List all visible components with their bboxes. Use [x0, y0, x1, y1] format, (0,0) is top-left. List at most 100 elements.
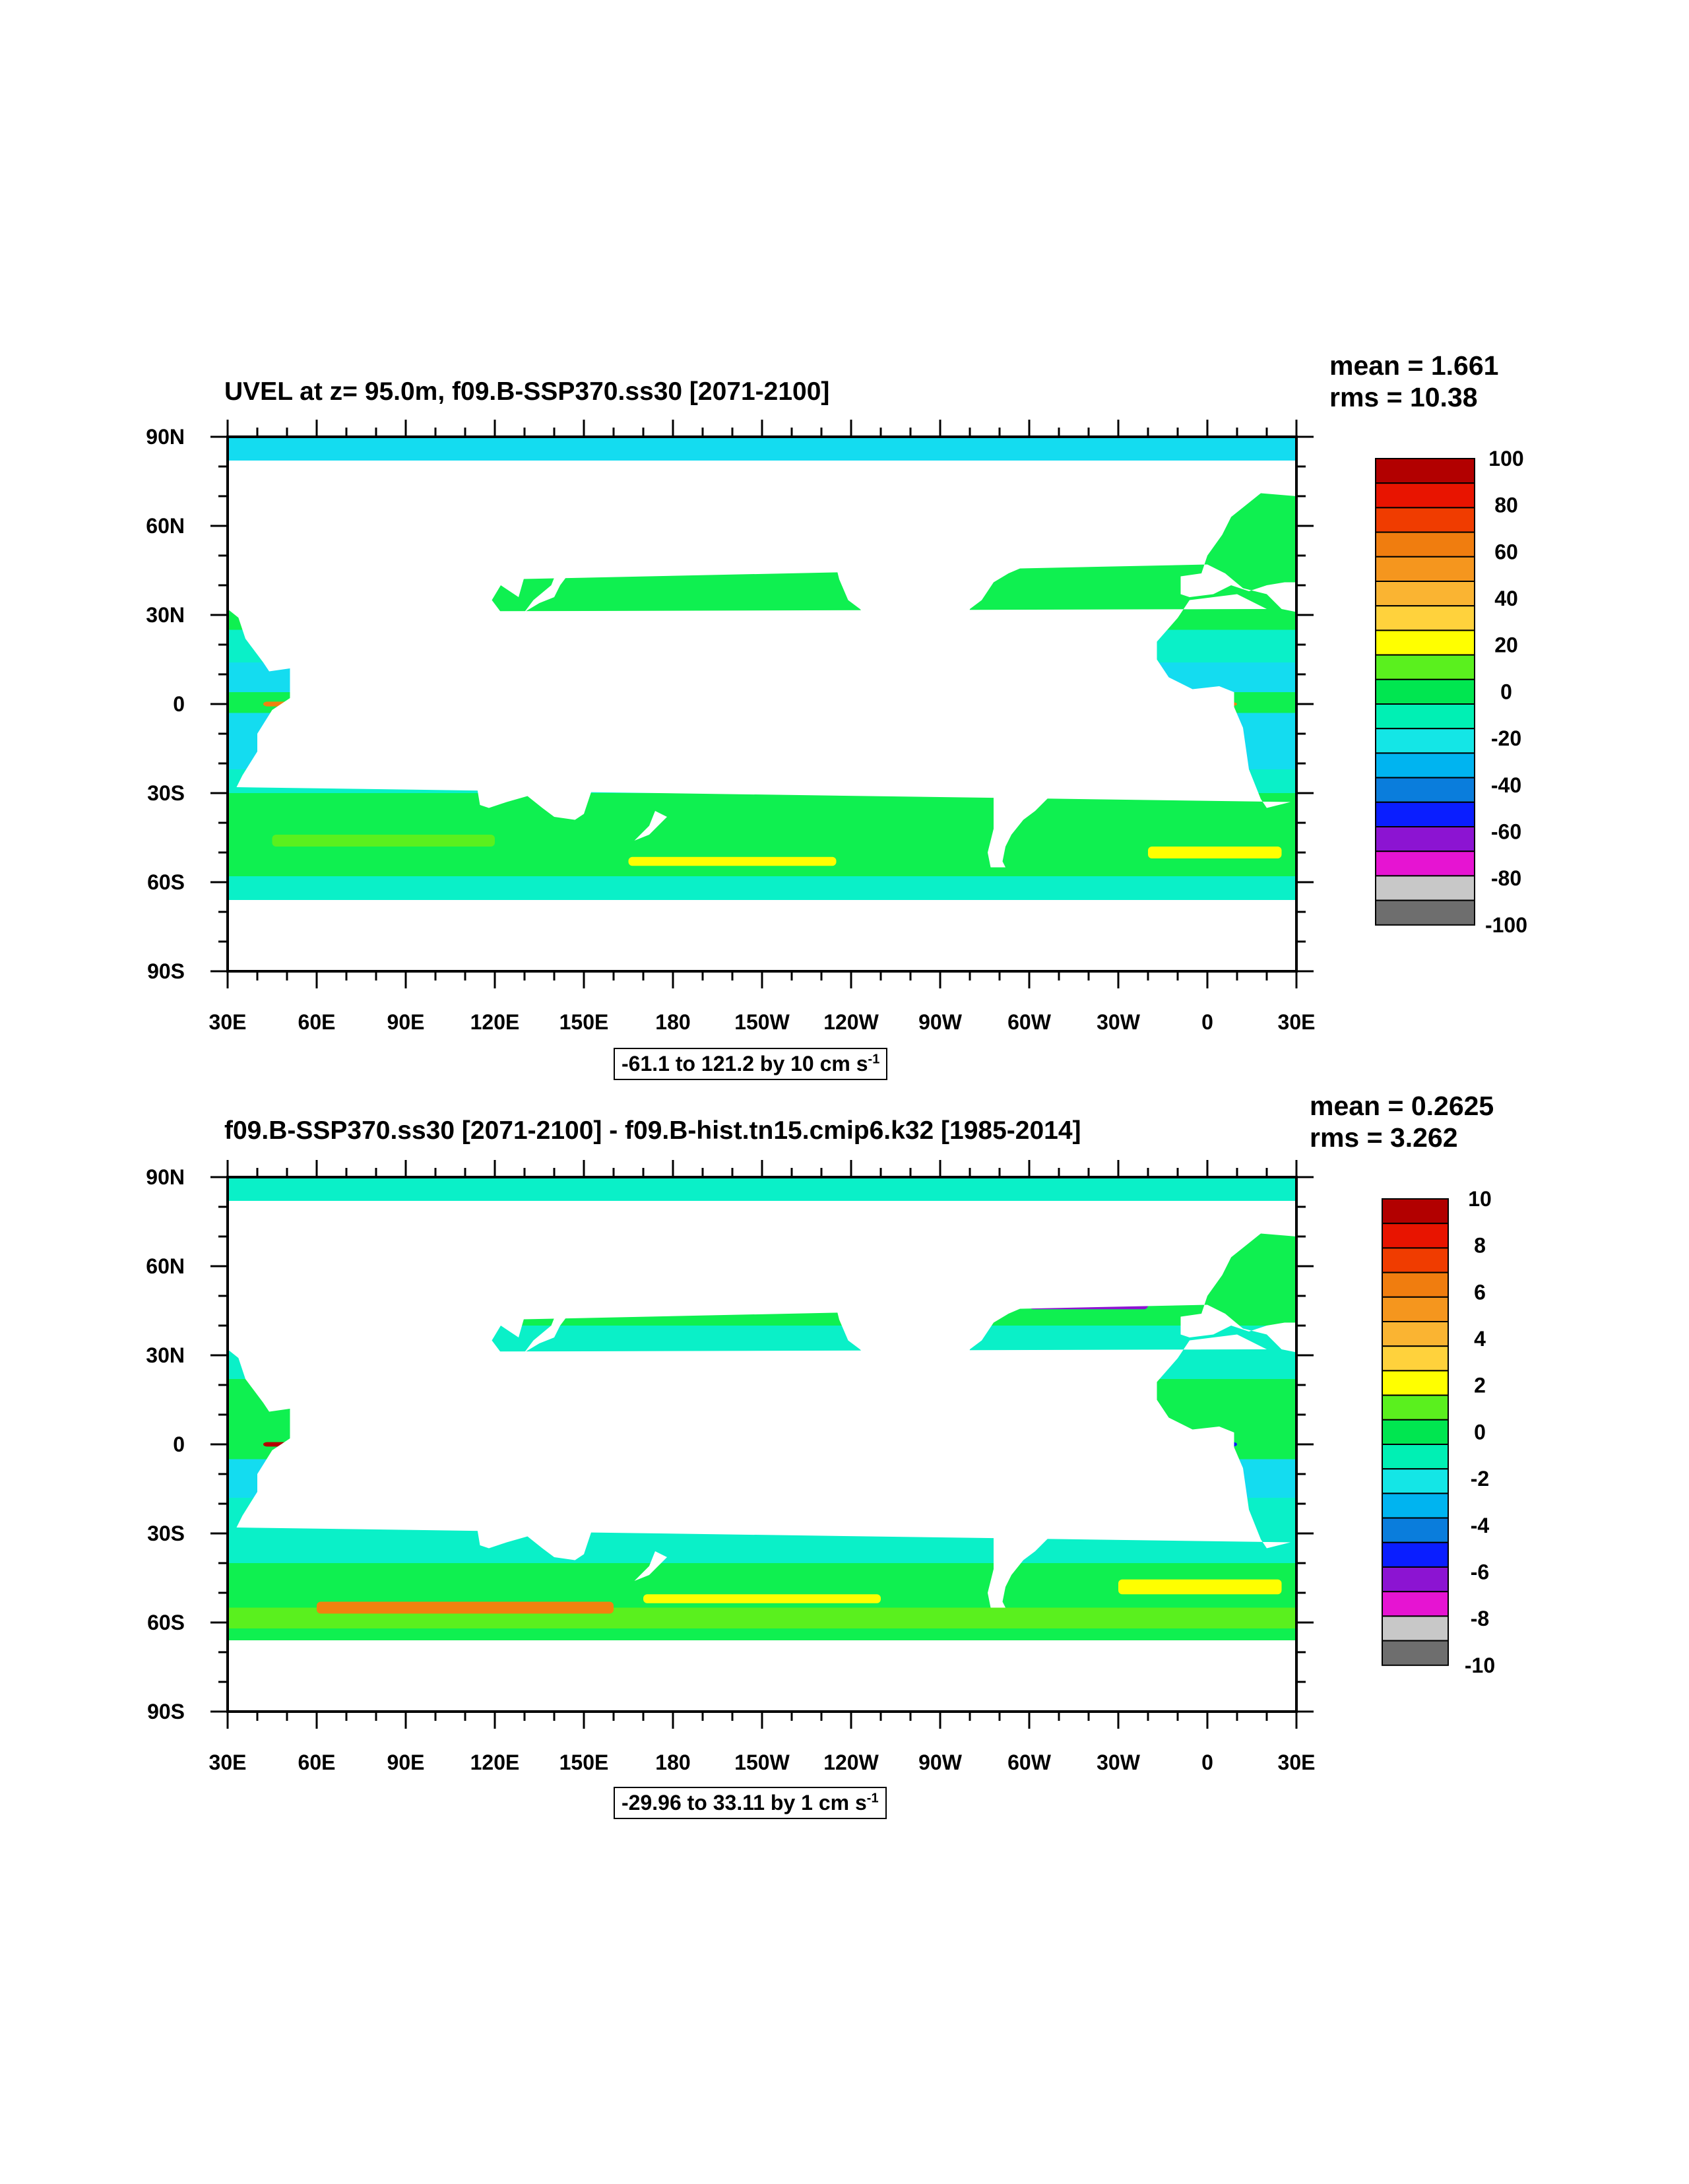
panel-1-rms: rms = 10.38: [1329, 382, 1478, 412]
panel-2-contour-range: -29.96 to 33.11 by 1 cm s-1: [614, 1787, 887, 1819]
colorbar-label: -10: [1465, 1654, 1495, 1677]
colorbar-box: [1375, 556, 1475, 583]
lat-label: 60N: [146, 1254, 185, 1278]
land-south_america: [964, 1411, 1104, 1608]
colorbar-box: [1375, 703, 1475, 730]
lon-label: 150E: [559, 1750, 609, 1774]
panel-1-title: UVEL at z= 95.0m, f09.B-SSP370.ss30 [207…: [224, 377, 830, 406]
panel-1-map: 90N 60N 30N 0 30S 60S 90S 30E 60E 90E 120E 150E 180 1…: [146, 420, 1527, 1034]
colorbar-label: -6: [1471, 1560, 1489, 1584]
colorbar-box: [1382, 1419, 1449, 1445]
colorbar-box: [1382, 1271, 1449, 1298]
colorbar-box: [1382, 1345, 1449, 1372]
lat-label: 90N: [146, 1165, 185, 1189]
colorbar-label: -60: [1491, 819, 1521, 843]
colorbar-label: 6: [1474, 1280, 1486, 1304]
colorbar-box: [1375, 851, 1475, 877]
panel-2-mean: mean = 0.2625: [1310, 1091, 1494, 1121]
colorbar: 10 8 6 4 2 0 -2 -4 -6 -8 -10: [1382, 1187, 1495, 1677]
colorbar-box: [1382, 1541, 1449, 1568]
colorbar-box: [1382, 1517, 1449, 1543]
lat-label: 60S: [147, 870, 185, 894]
lon-label: 150E: [559, 1010, 609, 1034]
colorbar-box: [1375, 875, 1475, 901]
colorbar-box: [1382, 1321, 1449, 1347]
colorbar-box: [1382, 1615, 1449, 1642]
panel-1-range-sup: -1: [868, 1052, 880, 1067]
lon-label: 120W: [823, 1010, 879, 1034]
land-arabia_fill: [228, 594, 311, 666]
colorbar-label: 40: [1494, 587, 1518, 610]
land-indonesia2: [527, 707, 584, 734]
acc-pacific-jet: [643, 1594, 881, 1603]
colorbar-label: 2: [1474, 1374, 1486, 1397]
panel-2-range-text: -29.96 to 33.11 by 1 cm s: [621, 1791, 867, 1815]
lat-label: 30S: [147, 781, 185, 805]
panel-2-rms: rms = 3.262: [1310, 1122, 1458, 1153]
lon-label: 120E: [470, 1010, 520, 1034]
lon-label: 30E: [209, 1750, 247, 1774]
land-australia: [474, 1477, 593, 1560]
colorbar-box: [1382, 1591, 1449, 1617]
colorbar-label: -80: [1491, 866, 1521, 890]
colorbar-label: -20: [1491, 726, 1521, 750]
acc-atlantic-jet: [1148, 847, 1282, 858]
colorbar-box: [1375, 826, 1475, 852]
lon-label: 60E: [298, 1010, 336, 1034]
arctic-ocean-strip: [228, 437, 1296, 461]
colorbar-label: 0: [1474, 1420, 1486, 1444]
colorbar-label: -4: [1471, 1514, 1490, 1537]
land-antarctica: [228, 1640, 1296, 1712]
land-south_america: [964, 671, 1104, 868]
lon-label: 90W: [918, 1010, 963, 1034]
colorbar-label: 100: [1488, 447, 1523, 470]
lon-label: 150W: [734, 1010, 790, 1034]
lat-label: 90S: [147, 959, 185, 983]
colorbar-label: -100: [1485, 913, 1527, 937]
lat-label: 30S: [147, 1522, 185, 1545]
colorbar-box: [1375, 777, 1475, 803]
lon-label: 0: [1201, 1750, 1213, 1774]
lon-label: 120W: [823, 1750, 879, 1774]
colorbar-label: 8: [1474, 1234, 1486, 1258]
colorbar-box: [1382, 1247, 1449, 1273]
panel-1-mean: mean = 1.661: [1329, 350, 1499, 381]
lat-label: 60S: [147, 1611, 185, 1634]
lon-label: 30E: [1278, 1750, 1316, 1774]
lat-label: 60N: [146, 514, 185, 538]
colorbar-box: [1382, 1444, 1449, 1470]
land-arabia_fill: [228, 1334, 311, 1406]
colorbar-label: 4: [1474, 1327, 1486, 1351]
lat-label: 90N: [146, 425, 185, 449]
lon-label: 90E: [387, 1750, 425, 1774]
lon-label: 60W: [1007, 1010, 1052, 1034]
colorbar-box: [1375, 482, 1475, 509]
colorbar-box: [1382, 1468, 1449, 1494]
lat-label: 0: [173, 692, 185, 716]
colorbar-label: -2: [1471, 1467, 1489, 1491]
lat-label: 30N: [146, 1343, 185, 1367]
map-frame: 90N 60N 30N 0 30S 60S 90S 30E 60E 90E 120E 150E 180 1…: [146, 1160, 1315, 1774]
land-europe: [228, 1177, 1296, 1353]
map-frame: 90N 60N 30N 0 30S 60S 90S 30E 60E 90E 120E 150E 180 1…: [146, 420, 1315, 1034]
field-layer: [228, 1177, 1296, 1712]
lon-label: 120E: [470, 1750, 520, 1774]
lat-label: 30N: [146, 603, 185, 627]
lon-label: 30E: [1278, 1010, 1316, 1034]
colorbar-box: [1375, 752, 1475, 779]
colorbar-box: [1382, 1493, 1449, 1519]
land-japan: [525, 570, 569, 612]
colorbar-box: [1375, 899, 1475, 926]
panel-1-contour-range: -61.1 to 121.2 by 10 cm s-1: [614, 1048, 888, 1080]
colorbar-label: -8: [1471, 1607, 1489, 1630]
lon-label: 0: [1201, 1010, 1213, 1034]
field-layer: [228, 437, 1296, 971]
lon-label: 180: [655, 1010, 690, 1034]
land-madagascar: [269, 740, 287, 779]
colorbar-box: [1375, 728, 1475, 754]
land-indonesia1: [420, 686, 513, 731]
colorbar-box: [1375, 458, 1475, 484]
colorbar-box: [1375, 801, 1475, 827]
land-indonesia1: [420, 1427, 513, 1471]
acc-atlantic-jet: [1118, 1579, 1282, 1595]
